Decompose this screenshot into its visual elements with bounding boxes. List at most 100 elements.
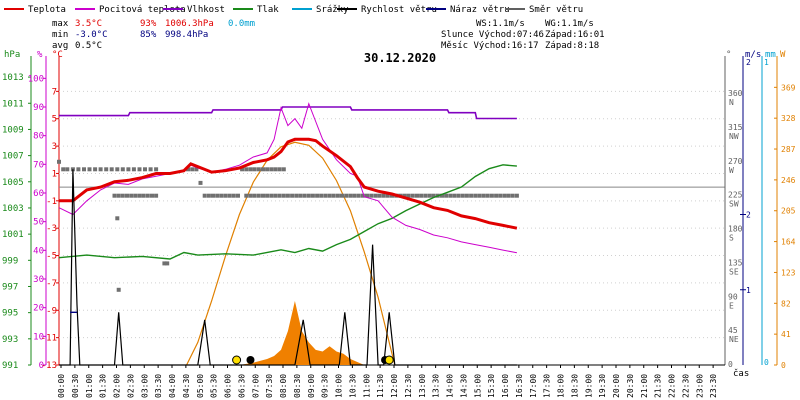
wind-dir-dot <box>298 193 303 198</box>
press-unit-label: hPa <box>4 50 20 60</box>
x-tick-label: 07:00 <box>251 374 260 398</box>
wind-dir-dot <box>494 193 499 198</box>
info-moon-set: Západ:8:18 <box>545 41 599 51</box>
wind-dir-dot <box>498 193 503 198</box>
x-tick-label: 22:30 <box>681 374 690 398</box>
wind-dir-dot <box>98 167 103 172</box>
hum-unit-label: % <box>37 50 43 60</box>
x-tick-label: 17:00 <box>529 374 538 398</box>
temp-tick-label: 7 <box>52 87 57 97</box>
wind-dir-dot <box>469 193 474 198</box>
wind-dir-dot <box>219 193 224 198</box>
x-tick-label: 16:30 <box>515 374 524 398</box>
x-tick-label: 19:30 <box>598 374 607 398</box>
x-tick-label: 04:00 <box>168 374 177 398</box>
dir-tick-label: 90 <box>728 292 738 301</box>
wind-dir-dot <box>143 167 147 172</box>
wind-dir-dot <box>369 193 374 198</box>
wind-dir-dot <box>131 167 136 172</box>
legend: Teplota Pocitová teplota Vlhkost Tlak Srážky… <box>4 5 583 15</box>
wind-dir-dot <box>281 193 286 198</box>
wind-dir-dot <box>109 167 114 172</box>
wind-dir-dot <box>141 193 146 198</box>
wind-dir-dot <box>464 193 469 198</box>
x-tick-label: 03:00 <box>140 374 149 398</box>
solar-tick-label: 123 <box>781 268 796 277</box>
legend-label: Směr větru <box>529 5 583 15</box>
wind-dir-dot <box>165 261 170 266</box>
wind-dir-dot <box>327 193 332 198</box>
wind-dir-dot <box>310 193 315 198</box>
wind-dir-dot <box>319 193 324 198</box>
dir-tick-compass: NW <box>729 132 739 141</box>
wind-dir-dot <box>236 193 240 198</box>
wind-dir-dot <box>402 193 407 198</box>
wind-dir-dot <box>76 167 81 172</box>
wind-dir-dot <box>485 193 490 198</box>
info-moon-rise: Měsíc Východ:16:17 <box>441 41 539 51</box>
stats-max-temp: 3.5°C <box>75 19 102 29</box>
wind-dir-dot <box>344 193 349 198</box>
solar-actual-area <box>239 301 365 365</box>
dir-tick-label: 135 <box>728 258 743 267</box>
press-tick-label: 1009 <box>2 125 24 135</box>
wind-top-label: 2 <box>746 58 751 67</box>
wind-dir-dot <box>162 261 167 266</box>
wind-dir-dot <box>252 193 257 198</box>
wind-dir-dot <box>385 193 390 198</box>
wind-dir-dot <box>57 159 61 164</box>
hum-tick-label: 50 <box>33 218 44 228</box>
wind-dir-dot <box>419 193 424 198</box>
x-tick-label: 09:00 <box>307 374 316 398</box>
stats-min-hum: 85% <box>140 30 157 40</box>
wind-dir-dot <box>285 193 290 198</box>
wind-dir-dot <box>120 193 125 198</box>
wind-dir-dot <box>265 167 270 172</box>
rain-zero-label: 0 <box>764 358 769 367</box>
dir-tick-label: 225 <box>728 191 743 200</box>
x-tick-label: 15:30 <box>487 374 496 398</box>
stats-min-label: min <box>52 30 68 40</box>
press-tick-label: 997 <box>2 282 18 292</box>
x-tick-label: 20:30 <box>626 374 635 398</box>
press-tick-label: 1005 <box>2 178 24 188</box>
press-tick-label: 1001 <box>2 230 24 240</box>
sunset-icon <box>384 355 394 365</box>
chart-title: 30.12.2020 <box>364 51 436 65</box>
info-sun-rise: Slunce Východ:07:46 <box>441 30 544 40</box>
wind-dir-dot <box>93 167 98 172</box>
hum-tick-label: 100 <box>28 74 44 84</box>
wind-dir-dot <box>340 193 344 198</box>
x-tick-label: 20:00 <box>612 374 621 398</box>
wind-dir-dot <box>248 193 253 198</box>
dir-tick-label: 0 <box>728 360 733 369</box>
solar-tick-label: 287 <box>781 145 796 154</box>
wind-dir-dot <box>431 193 436 198</box>
solar-tick-label: 369 <box>781 83 796 92</box>
wind-dir-dot <box>302 193 307 198</box>
wind-dir-dot <box>240 167 245 172</box>
legend-label: Pocitová teplota <box>99 5 186 15</box>
dir-unit-label: ° <box>726 50 731 60</box>
press-tick-label: 1013 <box>2 73 24 83</box>
x-tick-label: 00:00 <box>57 374 66 398</box>
wind-dir-dot <box>290 193 295 198</box>
temp-tick-label: -7 <box>46 279 57 289</box>
wind-dir-dot <box>248 167 253 172</box>
time-unit-label: čas <box>733 368 749 379</box>
wind-dir-dot <box>331 193 336 198</box>
temp-tick-label: -11 <box>41 334 57 344</box>
x-tick-label: 03:30 <box>154 374 163 398</box>
temp-tick-label: -5 <box>46 252 57 262</box>
press-tick-label: 991 <box>2 361 18 371</box>
legend-label: Tlak <box>257 5 279 15</box>
legend-label: Náraz větru <box>450 5 510 15</box>
x-tick-label: 12:30 <box>404 374 413 398</box>
wind-dir-dot <box>65 167 70 172</box>
dir-tick-label: 315 <box>728 123 743 132</box>
x-tick-label: 21:30 <box>654 374 663 398</box>
x-tick-label: 12:00 <box>390 374 399 398</box>
wind-dir-dot <box>277 167 282 172</box>
temp-unit-label: °C <box>52 50 63 60</box>
